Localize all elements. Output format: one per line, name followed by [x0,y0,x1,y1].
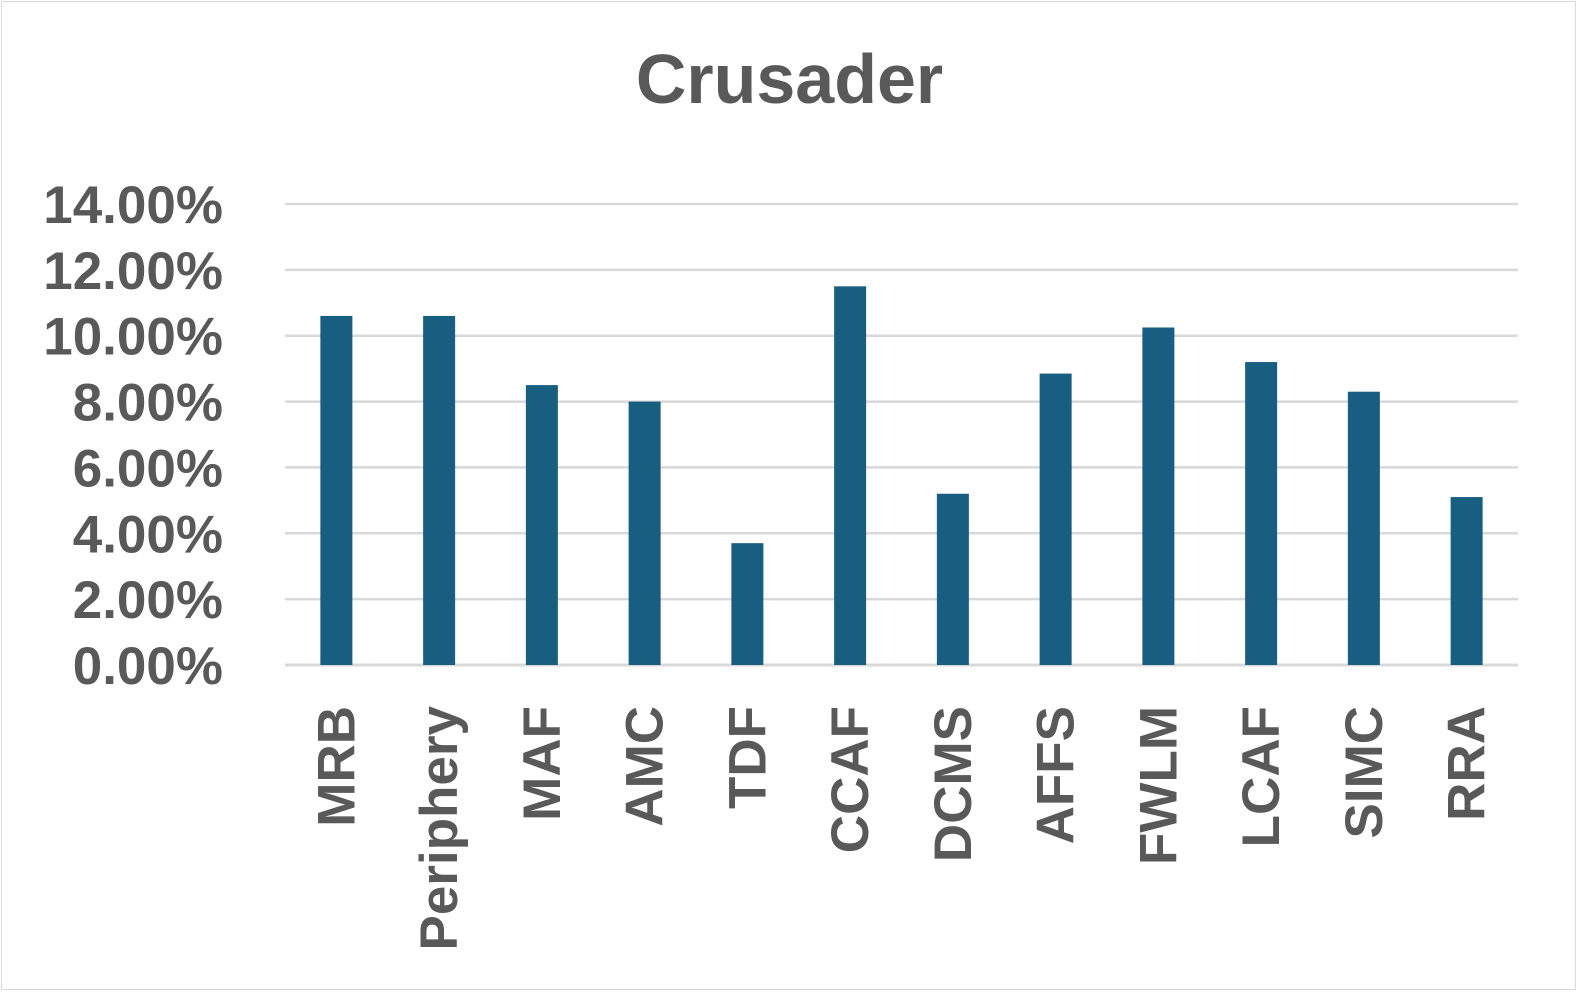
x-tick-label: CCAF [821,706,880,853]
bar-rra [1450,497,1483,665]
x-tick-label: Periphery [410,705,469,950]
y-tick-label: 8.00% [73,374,223,433]
y-tick-label: 0.00% [73,637,223,696]
bar-simc [1347,391,1380,665]
x-tick-label: MRB [307,706,366,827]
x-tick-label: RRA [1438,706,1497,821]
bar-dcms [936,493,969,665]
bar-amc [628,401,661,665]
bar-periphery [423,315,456,665]
y-tick-label: 12.00% [43,242,223,301]
x-tick-label: AMC [616,706,675,827]
y-tick-label: 6.00% [73,439,223,498]
y-tick-label: 4.00% [73,505,223,564]
bar-affs [1039,373,1072,665]
y-tick-label: 10.00% [43,308,223,367]
x-tick-label: AFFS [1027,706,1086,844]
x-tick-label: DCMS [924,706,983,862]
gridlines [285,202,1518,667]
x-tick-label: TDF [718,706,777,809]
bar-maf [525,385,558,665]
bar-lcaf [1245,362,1278,665]
x-tick-label: LCAF [1232,706,1291,847]
bars [320,286,1483,665]
bar-fwlm [1142,327,1175,665]
x-tick-label: SIMC [1335,706,1394,839]
y-tick-label: 2.00% [73,571,223,630]
x-tick-label: MAF [513,706,572,821]
x-axis-ticks: MRB Periphery MAF AMC TDF CCAF DCMS AFFS FWLM LCA… [307,705,1496,950]
y-tick-label: 14.00% [43,176,223,235]
chart-title: Crusader [635,40,944,118]
bar-mrb [320,315,353,665]
x-tick-label: FWLM [1129,706,1188,865]
bar-ccaf [834,286,867,665]
y-axis-ticks: 0.00% 2.00% 4.00% 6.00% 8.00% 10.00% 12.00% 14.… [43,176,223,696]
bar-tdf [731,543,764,665]
